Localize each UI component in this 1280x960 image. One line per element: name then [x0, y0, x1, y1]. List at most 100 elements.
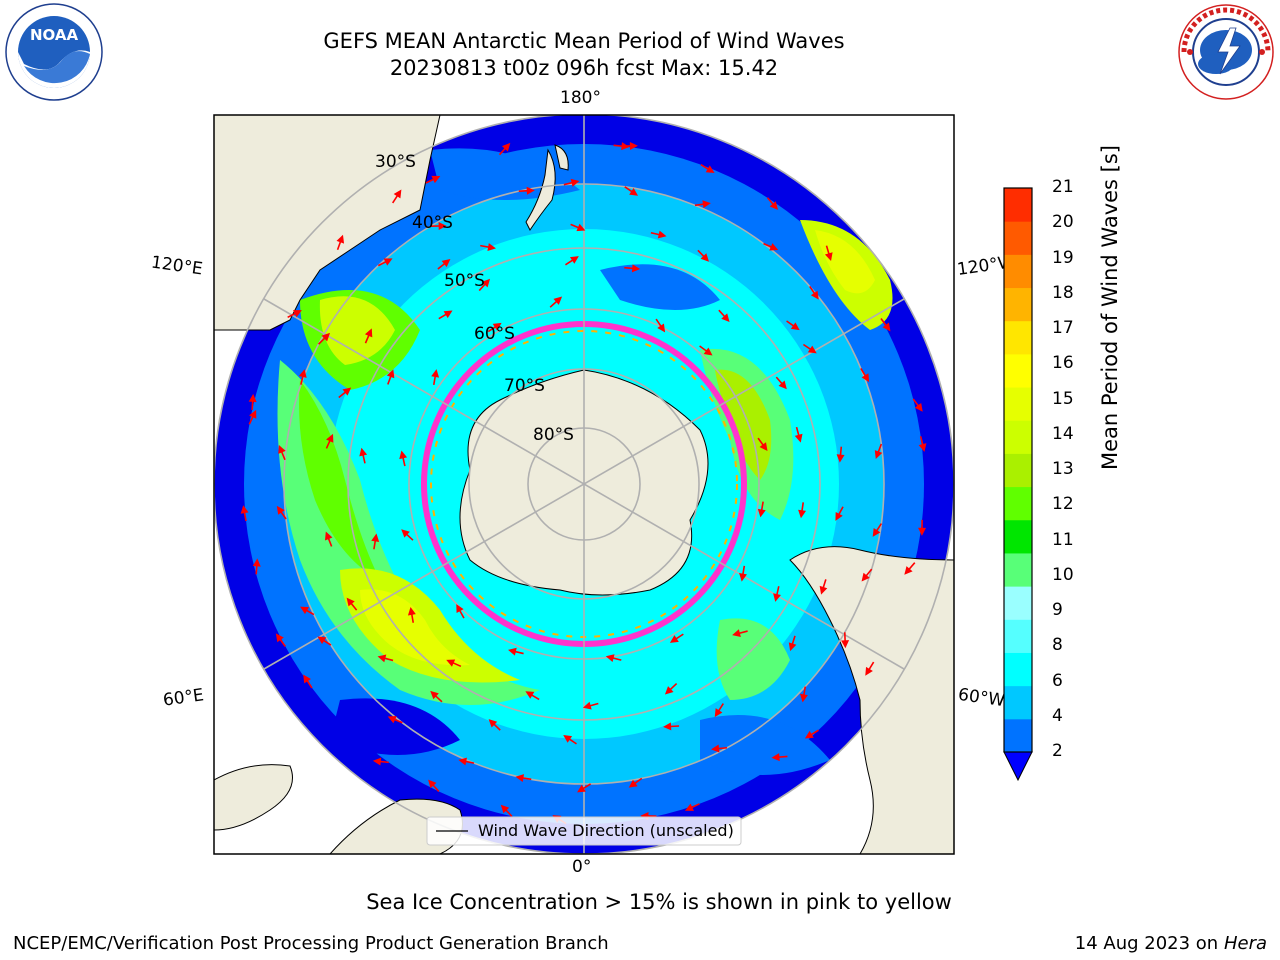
legend-label: Wind Wave Direction (unscaled) [478, 821, 734, 840]
colorbar-tick-label: 4 [1052, 705, 1063, 726]
wave-direction-arrowhead [778, 380, 787, 390]
wave-direction-arrowhead [276, 505, 285, 515]
wave-direction-arrowhead [790, 322, 800, 331]
colorbar-tick-label: 6 [1052, 670, 1063, 691]
colorbar-tick-label: 8 [1052, 635, 1063, 656]
wave-direction-arrowhead [705, 165, 715, 173]
colorbar-tick-label: 11 [1052, 529, 1074, 550]
colorbar-tick-label: 10 [1052, 564, 1074, 585]
wave-direction-arrowhead [387, 715, 397, 724]
wave-direction-arrowhead [841, 640, 850, 649]
wave-direction-arrowhead [240, 505, 249, 514]
colorbar-tick-label: 14 [1052, 423, 1074, 444]
wave-direction-arrowhead [458, 757, 467, 766]
chart-subtitle: 20230813 t00z 096h fcst Max: 15.42 [389, 56, 779, 80]
colorbar-band [1004, 320, 1032, 355]
wave-direction-arrowhead [759, 442, 768, 452]
wave-direction-arrowhead [515, 774, 525, 782]
wave-direction-arrowhead [441, 259, 451, 268]
colorbar-band [1004, 586, 1032, 620]
wave-direction-arrowhead [292, 310, 302, 318]
wave-direction-arrowhead [487, 243, 496, 251]
wind-wave-arrows [240, 141, 927, 825]
lat-label-40s: 40°S [412, 213, 453, 233]
wave-direction-arrowhead [836, 454, 845, 463]
wave-direction-arrowhead [563, 734, 573, 743]
wave-direction-arrowhead [824, 252, 833, 262]
wave-direction-arrowhead [431, 369, 440, 378]
colorbar-band [1004, 254, 1032, 289]
colorbar-tick-label: 16 [1052, 353, 1074, 374]
wave-direction-arrowhead [336, 234, 345, 244]
wave-direction-arrowhead [804, 730, 814, 739]
wave-direction-arrowhead [807, 345, 817, 354]
wave-direction-arrowhead [874, 450, 883, 460]
wave-direction-arrowhead [525, 691, 535, 699]
wave-direction-arrowhead [443, 310, 453, 319]
wave-direction-arrowhead [359, 447, 368, 457]
wave-direction-arrowhead [819, 585, 828, 595]
wave-direction-arrowhead [714, 708, 723, 718]
wave-direction-arrowhead [492, 322, 502, 331]
wave-direction-arrowhead [324, 531, 333, 541]
lon-label-180: 180° [560, 88, 601, 108]
wave-direction-arrowhead [481, 278, 491, 288]
wave-direction-arrowhead [456, 604, 464, 614]
colorbar-tick-label: 15 [1052, 388, 1074, 409]
colorbar-tick-label: 12 [1052, 494, 1074, 515]
colorbar-tick-label: 9 [1052, 600, 1063, 620]
colorbar-under-triangle [1003, 751, 1033, 782]
colorbar-band [1004, 453, 1032, 488]
wave-direction-arrowhead [700, 253, 709, 262]
nws-logo [1178, 4, 1274, 100]
wave-direction-arrowhead [904, 566, 913, 575]
wave-direction-arrowhead [664, 686, 674, 695]
wave-direction-arrowhead [882, 322, 891, 332]
wave-direction-arrowhead [757, 508, 766, 518]
wave-direction-arrowhead [629, 187, 639, 196]
colorbar-band [1004, 619, 1032, 653]
wave-direction-arrowhead [865, 666, 873, 676]
colorbar-band [1004, 287, 1032, 322]
wave-direction-arrowhead [663, 722, 672, 731]
wave-direction-arrowhead [407, 606, 416, 616]
wave-direction-arrowhead [739, 573, 747, 582]
wave-direction-arrowhead [248, 393, 257, 403]
wave-direction-arrowhead [321, 332, 330, 342]
wave-direction-arrowhead [431, 175, 441, 184]
colorbar-label: Mean Period of Wind Waves [s] [1098, 145, 1122, 470]
wave-direction-arrowhead [252, 558, 261, 567]
colorbar-band [1004, 552, 1032, 587]
wave-direction-arrowhead [317, 636, 327, 645]
colorbar-band [1004, 353, 1032, 388]
noaa-logo: NOAA [5, 3, 103, 101]
wave-direction-arrowhead [861, 572, 870, 582]
colorbar-tick-label: 18 [1052, 282, 1074, 303]
colorbar-band [1004, 685, 1032, 720]
chart-title: GEFS MEAN Antarctic Mean Period of Wind … [323, 29, 845, 53]
wave-direction-arrowhead [377, 654, 387, 663]
wave-direction-arrowhead [918, 527, 927, 536]
wave-direction-arrowhead [794, 433, 803, 443]
graticule [214, 115, 954, 854]
wave-direction-arrowhead [508, 647, 517, 656]
wave-direction-arrowhead [631, 264, 641, 273]
wave-direction-arrowhead [914, 402, 923, 412]
map-frame [213, 114, 955, 855]
wave-direction-arrowhead [769, 201, 778, 210]
lat-label-70s: 70°S [504, 376, 545, 396]
wave-direction-arrowhead [372, 757, 382, 766]
colorbar-band [1004, 188, 1032, 222]
lat-label-50s: 50°S [444, 271, 485, 291]
wave-direction-arrowhead [298, 369, 307, 378]
colorbar-band [1004, 420, 1032, 454]
wave-direction-arrowhead [364, 328, 373, 338]
wave-direction-arrowhead [576, 223, 586, 232]
wave-direction-arrowhead [732, 629, 741, 637]
colorbar-tick-label: 21 [1052, 177, 1074, 197]
colorbar-tick-label: 13 [1052, 459, 1074, 479]
footer-host: Hera [1223, 933, 1267, 954]
colorbar-band [1004, 652, 1032, 687]
colorbar-tick-label: 19 [1052, 247, 1074, 268]
wave-direction-arrowhead [553, 296, 563, 305]
